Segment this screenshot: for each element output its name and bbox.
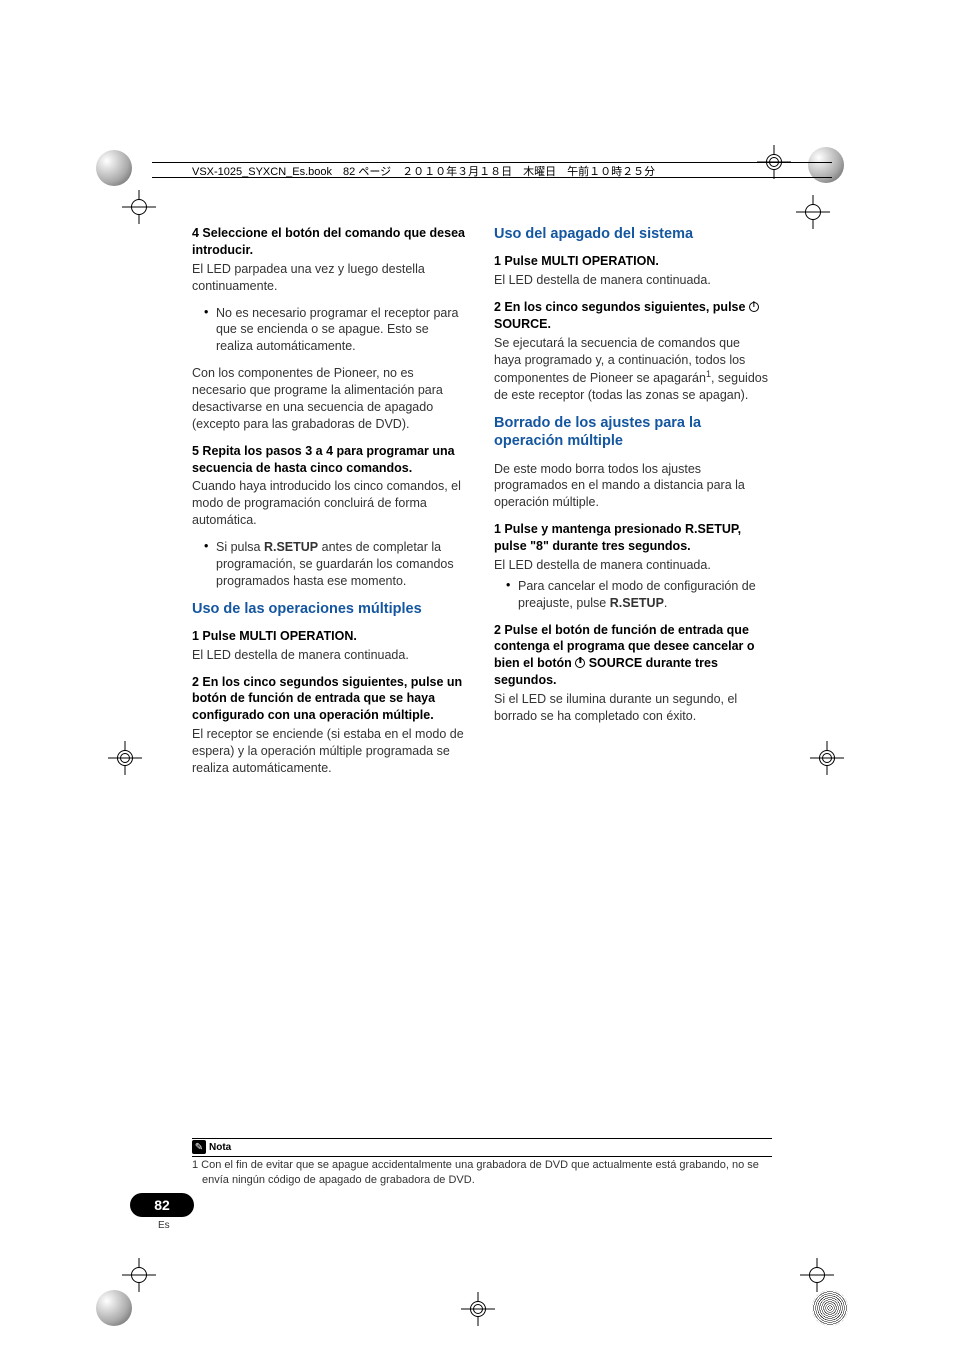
- body-text: Si el LED se ilumina durante un segundo,…: [494, 691, 770, 725]
- body-text: Cuando haya introducido los cinco comand…: [192, 478, 468, 529]
- crosshair-icon: [108, 741, 142, 775]
- nota-rule: [192, 1156, 772, 1157]
- step-heading: 1 Pulse y mantenga presionado R.SETUP, p…: [494, 521, 770, 555]
- section-title: Borrado de los ajustes para la operación…: [494, 414, 770, 450]
- power-icon: [749, 302, 759, 312]
- bullet-item: Para cancelar el modo de configuración d…: [494, 578, 770, 612]
- step-heading: 1 Pulse MULTI OPERATION.: [192, 628, 468, 645]
- body-text: El LED destella de manera continuada.: [192, 647, 468, 664]
- crosshair-icon: [122, 190, 156, 224]
- body-text: De este modo borra todos los ajustes pro…: [494, 461, 770, 512]
- power-icon: [575, 658, 585, 668]
- crosshair-icon: [796, 195, 830, 229]
- bullet-text: Si pulsa R.SETUP antes de completar la p…: [216, 539, 468, 590]
- body-text: Con los componentes de Pioneer, no es ne…: [192, 365, 468, 433]
- step-heading: 2 Pulse el botón de función de entrada q…: [494, 622, 770, 690]
- text: Si pulsa: [216, 540, 264, 554]
- bullet-text: No es necesario programar el receptor pa…: [216, 305, 468, 356]
- text: .: [664, 596, 667, 610]
- header-rule-bottom: [152, 177, 832, 178]
- crosshair-icon: [800, 1258, 834, 1292]
- body-text: El LED destella de manera continuada.: [494, 272, 770, 289]
- nota-label: ✎ Nota: [192, 1140, 231, 1154]
- crosshair-icon: [461, 1292, 495, 1326]
- left-column: 4 Seleccione el botón del comando que de…: [192, 225, 468, 787]
- note-icon: ✎: [192, 1140, 206, 1154]
- body-text: El LED destella de manera continuada.: [494, 557, 770, 574]
- bold-text: R.SETUP: [264, 540, 318, 554]
- page-number-badge: 82: [130, 1193, 194, 1217]
- body-text: El LED parpadea una vez y luego destella…: [192, 261, 468, 295]
- right-column: Uso del apagado del sistema 1 Pulse MULT…: [494, 225, 770, 787]
- step-heading: 5 Repita los pasos 3 a 4 para programar …: [192, 443, 468, 477]
- body-text: El receptor se enciende (si estaba en el…: [192, 726, 468, 777]
- text: 2 En los cinco segundos siguientes, puls…: [494, 300, 749, 314]
- section-title: Uso de las operaciones múltiples: [192, 600, 468, 618]
- step-heading: 2 En los cinco segundos siguientes, puls…: [494, 299, 770, 333]
- nota-label-text: Nota: [209, 1142, 231, 1153]
- content-area: 4 Seleccione el botón del comando que de…: [192, 225, 772, 787]
- step-heading: 1 Pulse MULTI OPERATION.: [494, 253, 770, 270]
- language-code: Es: [158, 1220, 170, 1231]
- bold-text: R.SETUP: [610, 596, 664, 610]
- bullet-item: Si pulsa R.SETUP antes de completar la p…: [192, 539, 468, 590]
- crosshair-icon: [122, 1258, 156, 1292]
- section-title: Uso del apagado del sistema: [494, 225, 770, 243]
- page-number: 82: [154, 1197, 170, 1213]
- step-heading: 4 Seleccione el botón del comando que de…: [192, 225, 468, 259]
- step-heading: 2 En los cinco segundos siguientes, puls…: [192, 674, 468, 725]
- crosshair-icon: [810, 741, 844, 775]
- nota-rule: [192, 1138, 772, 1139]
- bullet-text: Para cancelar el modo de configuración d…: [518, 578, 770, 612]
- text: SOURCE.: [494, 317, 551, 331]
- footnote-text: 1 Con el fin de evitar que se apague acc…: [192, 1158, 772, 1188]
- body-text: Se ejecutará la secuencia de comandos qu…: [494, 335, 770, 405]
- bullet-item: No es necesario programar el receptor pa…: [192, 305, 468, 356]
